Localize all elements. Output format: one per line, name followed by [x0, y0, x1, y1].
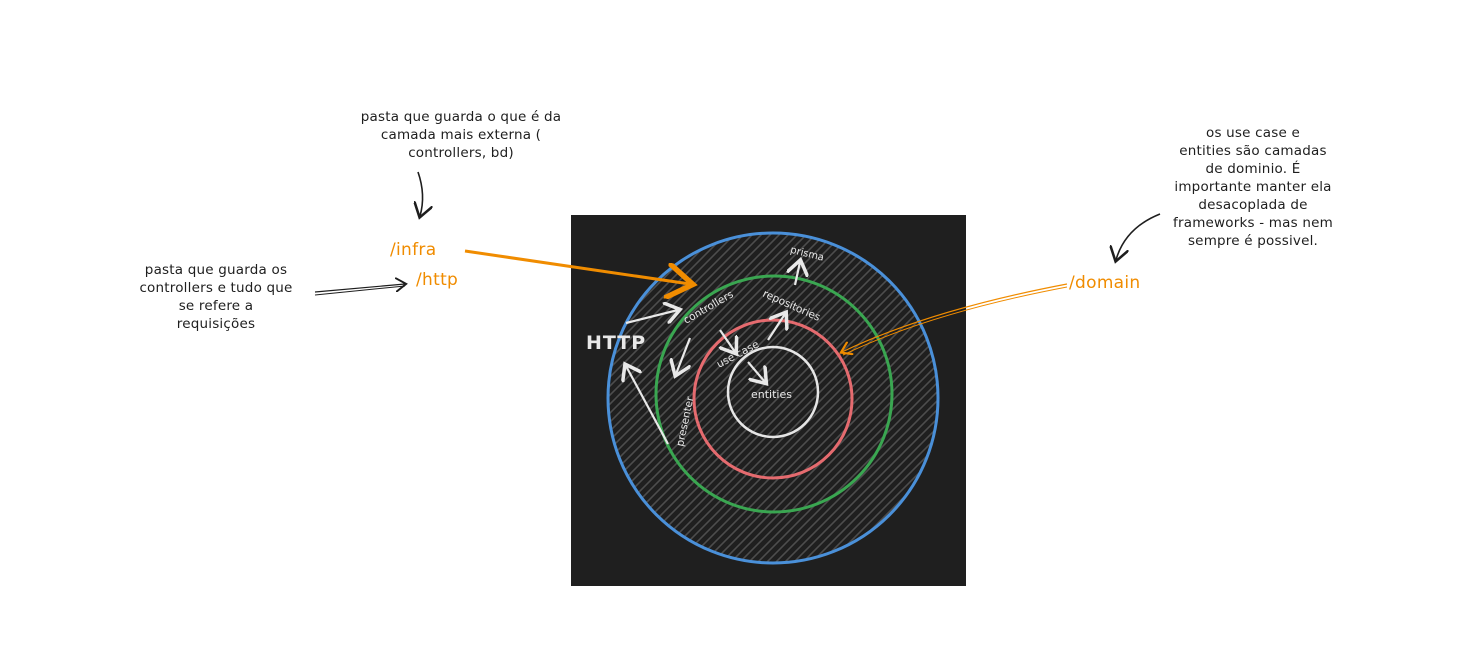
folder-label-domain: /domain — [1069, 273, 1141, 293]
diagram-label-repositories: repositories — [761, 288, 822, 324]
folder-label-infra: /infra — [390, 240, 437, 260]
diagram-label-presenter: presenter — [674, 395, 696, 448]
http-note: pasta que guarda os controllers e tudo q… — [139, 262, 293, 332]
arrow-domain-to-inner-ring-stroke2 — [842, 286, 1068, 356]
folder-label-http: /http — [416, 270, 459, 290]
core-ring-entities — [726, 345, 820, 439]
arrow-domain-to-inner-ring — [842, 283, 1068, 352]
arrow-repositories-to-prisma — [795, 262, 800, 286]
arrow-use-case-to-repositories — [767, 314, 785, 341]
arrow-presenter-to-http — [626, 366, 669, 445]
arrow-infra-note-down — [418, 171, 423, 216]
arrow-http-note-right-stroke2 — [314, 285, 406, 296]
diagram-label-http: HTTP — [586, 332, 646, 354]
arrow-controllers-to-presenter — [676, 337, 690, 374]
arrow-use-case-to-entities — [747, 361, 765, 382]
domain-note: os use case e entities são camadas de do… — [1173, 125, 1333, 249]
outer-ring-infra — [606, 231, 940, 565]
diagram-label-entities: entities — [751, 388, 792, 401]
middle-ring-adapters — [654, 274, 894, 514]
arrow-controllers-to-use-case — [720, 329, 735, 352]
arrow-http-to-controllers — [625, 310, 678, 325]
arrow-http-note-right — [314, 284, 405, 293]
arrow-domain-note-down — [1116, 213, 1161, 260]
arrow-infra-to-outer-ring — [464, 249, 690, 284]
infra-note: pasta que guarda o que é da camada mais … — [360, 109, 562, 161]
